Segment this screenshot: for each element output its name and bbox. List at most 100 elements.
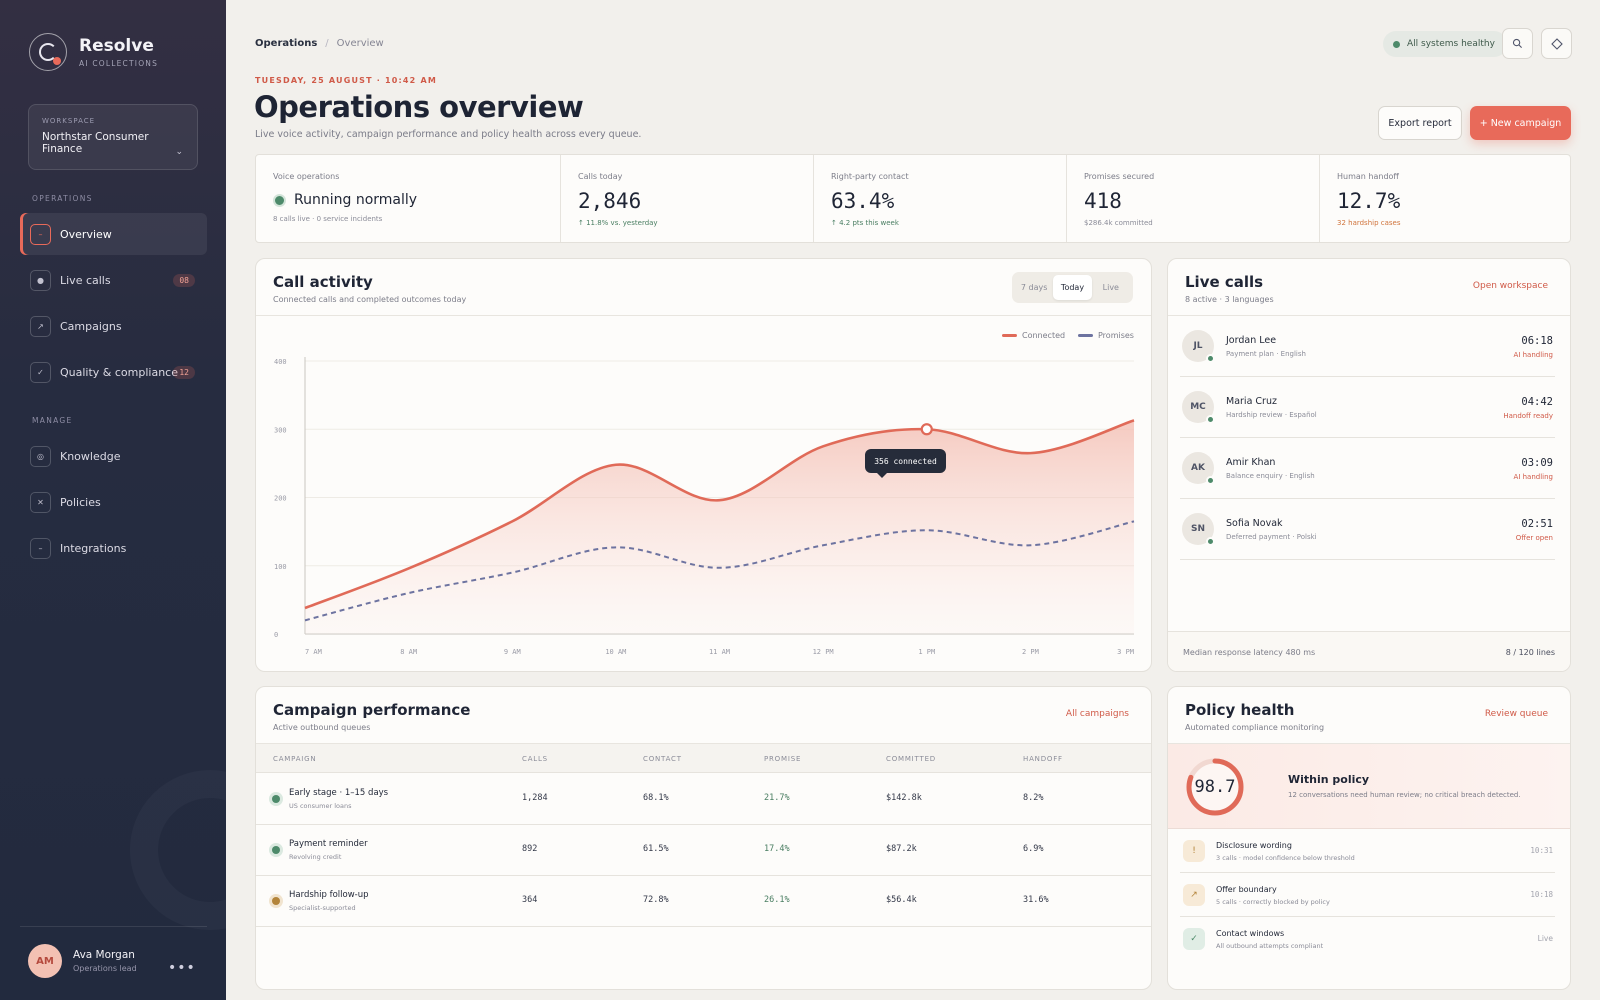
card-subtitle: Active outbound queues (273, 723, 371, 732)
overview-icon: – (30, 223, 51, 245)
avatar: AK (1182, 452, 1215, 485)
kpi-label: Calls today (578, 172, 623, 181)
kpi-voice-operations: Voice operations Running normally 8 call… (256, 155, 561, 242)
brand[interactable]: Resolve AI COLLECTIONS (29, 33, 158, 71)
x-tick-label: 2 PM (1022, 648, 1039, 656)
tab-today[interactable]: Today (1053, 275, 1092, 300)
new-campaign-button[interactable]: + New campaign (1470, 106, 1571, 140)
card-title: Campaign performance (273, 701, 471, 719)
table-row[interactable]: Payment reminder Revolving credit 892 61… (256, 825, 1151, 876)
kpi-strip: Voice operations Running normally 8 call… (255, 154, 1571, 243)
time-range-toggle: 7 days Today Live (1012, 272, 1133, 303)
kpi-label: Promises secured (1084, 172, 1155, 181)
x-tick-label: 9 AM (504, 648, 521, 656)
review-queue-link[interactable]: Review queue (1484, 709, 1548, 719)
table-row[interactable]: Hardship follow-up Specialist-supported … (256, 876, 1151, 927)
diamond-icon (1550, 37, 1563, 50)
sidebar-item-policies[interactable]: ✕ Policies (20, 481, 207, 523)
sidebar-item-label: Live calls (60, 273, 111, 287)
policy-item-title: Offer boundary (1216, 885, 1277, 894)
calls-cell: 1,284 (522, 793, 548, 803)
highlight-point (920, 423, 933, 436)
policy-score: 98.7 (1194, 777, 1236, 797)
breadcrumb: Operations / Overview (255, 38, 384, 49)
y-tick-label: 300 (274, 426, 287, 434)
all-campaigns-link[interactable]: All campaigns (1065, 709, 1129, 719)
column-header[interactable]: COMMITTED (886, 755, 936, 763)
kpi-note: $286.4k committed (1084, 219, 1153, 227)
live-call-row[interactable]: AK Amir Khan Balance enquiry · English 0… (1180, 438, 1555, 499)
kpi-value: 12.7% (1337, 189, 1401, 213)
card-title: Call activity (273, 273, 373, 291)
call-activity-chart[interactable]: 400 300 200 100 0 7 AM 8 AM 9 AM 10 AM 11 AM 12 PM… (256, 259, 1152, 672)
legend-swatch (1078, 334, 1093, 337)
sidebar-item-overview[interactable]: – Overview (20, 213, 207, 255)
divider (256, 743, 1151, 744)
kpi-status: Running normally (294, 192, 418, 208)
policy-item[interactable]: ✓ Contact windows All outbound attempts … (1180, 917, 1555, 961)
policy-item-time: 10:18 (1530, 890, 1553, 899)
kpi-label: Voice operations (273, 172, 340, 181)
policy-item-time: Live (1537, 934, 1553, 943)
column-header[interactable]: CONTACT (643, 755, 682, 763)
call-state: Handoff ready (1503, 412, 1553, 420)
committed-cell: $142.8k (886, 793, 922, 803)
connected-line (304, 419, 1135, 610)
tab-7-days[interactable]: 7 days (1020, 283, 1048, 292)
user-profile[interactable]: AM Ava Morgan Operations lead (28, 944, 137, 978)
x-tick-label: 10 AM (605, 648, 626, 656)
sidebar-item-quality-compliance[interactable]: ✓ Quality & compliance 12 (20, 351, 207, 393)
search-button[interactable] (1502, 28, 1533, 59)
policy-status-sub: 12 conversations need human review; no c… (1288, 791, 1521, 799)
tab-live[interactable]: Live (1102, 283, 1119, 292)
nav-section-manage: MANAGE (32, 416, 73, 425)
chart-tooltip: 356 connected (865, 449, 946, 478)
calls-cell: 892 (522, 844, 538, 854)
call-state: Offer open (1515, 534, 1553, 542)
policy-item[interactable]: ! Disclosure wording 3 calls · model con… (1180, 829, 1555, 873)
sidebar-item-knowledge[interactable]: ◎ Knowledge (20, 435, 207, 477)
handoff-cell: 6.9% (1023, 844, 1044, 854)
policy-item[interactable]: ↗ Offer boundary 5 calls · correctly blo… (1180, 873, 1555, 917)
export-report-button[interactable]: Export report (1378, 106, 1462, 140)
campaign-sub: US consumer loans (289, 802, 352, 810)
policy-item-sub: 5 calls · correctly blocked by policy (1216, 898, 1330, 906)
brand-name: Resolve (79, 36, 154, 56)
divider (1168, 743, 1570, 744)
live-call-row[interactable]: SN Sofia Novak Deferred payment · Polski… (1180, 499, 1555, 560)
legend-label: Connected (1022, 331, 1066, 340)
status-dot-icon (273, 193, 286, 207)
open-workspace-link[interactable]: Open workspace (1472, 281, 1548, 291)
sidebar-item-integrations[interactable]: – Integrations (20, 527, 207, 569)
sidebar-item-live-calls[interactable]: ● Live calls 08 (20, 259, 207, 301)
live-call-row[interactable]: JL Jordan Lee Payment plan · English 06:… (1180, 316, 1555, 377)
arrow-up-right-icon: ↗ (30, 315, 51, 337)
divider (256, 315, 1151, 316)
column-header[interactable]: CALLS (522, 755, 548, 763)
divider (1168, 315, 1570, 316)
check-icon: ✓ (1183, 928, 1205, 950)
avatar-initials: AK (1191, 463, 1205, 473)
notifications-button[interactable] (1541, 28, 1572, 59)
avatar: AM (28, 944, 62, 978)
policy-summary: 98.7 Within policy 12 conversations need… (1168, 744, 1570, 829)
kpi-calls-today: Calls today 2,846 ↑ 11.8% vs. yesterday (561, 155, 814, 242)
kpi-note: 8 calls live · 0 service incidents (273, 215, 383, 223)
live-call-row[interactable]: MC Maria Cruz Hardship review · Español … (1180, 377, 1555, 438)
column-header[interactable]: PROMISE (764, 755, 802, 763)
online-indicator (1206, 415, 1215, 424)
column-header[interactable]: HANDOFF (1023, 755, 1063, 763)
y-tick-label: 100 (274, 563, 287, 571)
column-header[interactable]: CAMPAIGN (273, 755, 317, 763)
call-meta: Payment plan · English (1226, 350, 1306, 358)
decorative-ring (130, 770, 226, 930)
campaign-sub: Specialist-supported (289, 904, 356, 912)
sidebar-item-campaigns[interactable]: ↗ Campaigns (20, 305, 207, 347)
table-row[interactable]: Early stage · 1–15 days US consumer loan… (256, 774, 1151, 825)
breadcrumb-root[interactable]: Operations (255, 38, 318, 49)
workspace-selector[interactable]: WORKSPACE Northstar Consumer Finance ⌄ (28, 104, 198, 170)
campaign-sub: Revolving credit (289, 853, 342, 861)
more-options-icon[interactable]: ••• (168, 960, 196, 976)
kpi-note: ↑ 11.8% vs. yesterday (578, 219, 658, 227)
x-tick-label: 8 AM (400, 648, 417, 656)
